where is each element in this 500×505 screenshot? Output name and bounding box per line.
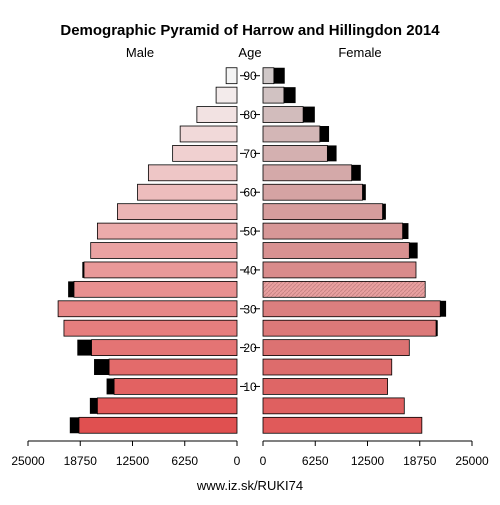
female-x-tick-label: 25000 [455,454,489,468]
female-excess-75-79 [319,126,330,142]
age-tick-label: 60 [243,186,257,200]
male-excess-40-44 [82,261,85,278]
female-x-tick-label: 0 [260,454,267,468]
female-bar-80-84 [262,106,304,123]
male-bar-70-74 [172,145,238,162]
male-bar-30-34 [57,300,238,318]
bars-group [57,67,447,434]
female-bar-0-4 [262,416,423,434]
female-bar-55-59 [262,203,383,221]
female-bar-70-74 [262,145,328,162]
age-tick-label: 40 [243,263,257,277]
male-bar-80-84 [196,106,238,123]
age-tick-label: 10 [243,380,257,394]
female-bar-15-19 [262,358,393,376]
female-excess-45-49 [409,242,418,259]
male-bar-45-49 [90,242,238,259]
female-bar-45-49 [262,242,410,259]
female-excess-90+ [273,67,285,84]
age-label: Age [238,45,261,60]
female-bar-60-64 [262,183,363,201]
age-tick-label: 50 [243,225,257,239]
male-excess-20-24 [77,339,92,356]
male-bar-50-54 [96,222,238,240]
female-excess-55-59 [382,203,386,220]
male-x-tick-label: 12500 [116,454,150,468]
female-bar-75-79 [262,125,321,143]
female-excess-50-54 [402,223,409,240]
male-label: Male [126,45,154,60]
male-bar-40-44 [83,261,238,279]
female-bar-5-9 [262,397,405,415]
chart-title: Demographic Pyramid of Harrow and Hillin… [60,22,440,39]
female-bar-25-29 [262,319,437,337]
female-bar-35-39 [262,280,426,298]
age-tick-label: 30 [243,302,257,316]
male-bar-65-69 [147,164,238,182]
age-tick-label: 20 [243,341,257,355]
female-bar-90+ [262,67,275,85]
female-x-tick-label: 6250 [302,454,329,468]
female-x-tick-label: 18750 [403,454,437,468]
female-bar-40-44 [262,261,417,279]
male-x-tick-label: 0 [234,454,241,468]
male-bar-55-59 [117,203,238,221]
male-bar-5-9 [96,397,238,415]
female-bar-50-54 [262,222,404,240]
age-tick-label: 90 [243,69,257,83]
male-bar-20-24 [91,339,238,356]
axes-group: 10 20 30 40 50 60 70 80 90 25000 18750 12500 6250 0 0 6… [11,69,489,468]
female-bar-65-69 [262,164,353,182]
female-excess-80-84 [303,106,315,123]
female-bar-20-24 [262,339,410,356]
male-excess-0-4 [69,417,79,434]
male-bar-60-64 [137,183,238,201]
male-bar-35-39 [73,280,238,298]
female-excess-30-34 [440,300,447,317]
female-x-tick-label: 12500 [351,454,385,468]
female-excess-85-89 [283,87,296,104]
female-excess-25-29 [436,320,438,337]
male-bar-25-29 [63,319,238,337]
male-bar-0-4 [78,416,238,434]
male-x-tick-label: 6250 [171,454,198,468]
female-label: Female [338,45,381,60]
female-bar-30-34 [262,300,441,318]
male-bar-75-79 [179,125,238,143]
male-x-tick-label: 25000 [11,454,45,468]
male-excess-5-9 [89,397,98,414]
male-excess-35-39 [68,281,74,298]
female-bar-85-89 [262,86,285,104]
age-tick-label: 80 [243,108,257,122]
male-bar-90+ [225,67,238,85]
footer-url: www.iz.sk/RUKI74 [196,478,303,493]
female-excess-60-64 [362,184,366,201]
male-excess-15-19 [94,359,110,375]
male-bar-10-14 [113,378,238,395]
female-excess-70-74 [327,145,337,162]
male-excess-10-14 [106,378,115,395]
female-bar-10-14 [262,378,388,395]
male-bar-15-19 [108,358,238,376]
male-x-tick-label: 18750 [64,454,98,468]
male-bar-85-89 [215,86,238,104]
age-tick-label: 70 [243,147,257,161]
female-excess-65-69 [351,164,361,181]
